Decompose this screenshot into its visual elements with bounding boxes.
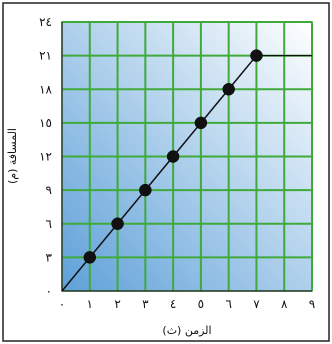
series-line-group [61,55,312,292]
x-tick-label: ٧ [253,297,260,311]
y-tick-label: ٣ [46,250,53,264]
x-tick-labels: ٠ ١ ٢ ٣ ٤ ٥ ٦ ٧ ٨ ٩ [59,297,315,311]
x-tick-label: ٦ [225,297,231,311]
data-point [194,116,208,130]
y-axis-label: المسافة (م) [6,128,19,184]
x-tick-label: ٨ [281,297,288,311]
y-tick-labels: ٠ ٣ ٦ ٩ ١٢ ١٥ ١٨ ٢١ ٢٤ [39,15,52,298]
y-tick-label: ٦ [46,217,52,231]
x-tick-label: ٤ [170,297,176,311]
y-tick-label: ٩ [46,183,52,197]
data-point [166,150,180,163]
y-tick-label: ١٨ [39,82,52,96]
y-tick-label: ٠ [46,284,52,298]
data-point [222,83,235,96]
x-tick-label: ٠ [59,297,65,311]
y-tick-label: ٢٤ [39,15,52,29]
y-tick-label: ٢١ [39,49,52,63]
x-tick-label: ١ [87,297,93,311]
x-tick-label: ٢ [114,297,120,311]
axes [61,22,312,292]
x-tick-label: ٥ [198,297,204,311]
series-line [61,55,258,292]
y-tick-label: ١٥ [39,116,52,130]
x-axis-label: الزمن (ث) [162,324,211,337]
x-tick-label: ٣ [142,297,149,311]
data-point [250,49,263,62]
data-points [83,49,263,264]
x-tick-label: ٩ [309,297,315,311]
data-point [139,183,152,197]
data-point [83,251,97,264]
data-point [111,217,124,230]
y-tick-label: ١٢ [39,150,52,164]
